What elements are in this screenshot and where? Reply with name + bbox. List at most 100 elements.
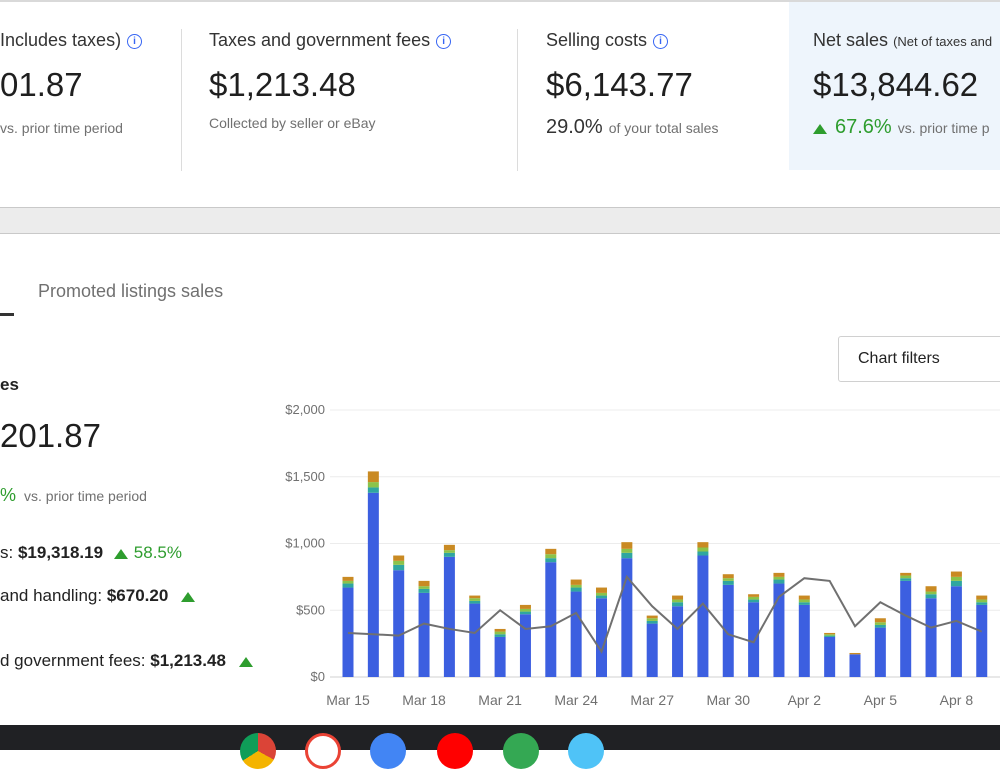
info-icon[interactable]: i (127, 33, 143, 49)
summary-cards: Includes taxes) i 01.87 vs. prior time pe… (0, 2, 1000, 207)
bar-segment (545, 562, 557, 677)
panel-amount: 201.87 (0, 417, 101, 454)
active-tab-indicator (0, 313, 14, 316)
bar-segment (519, 611, 531, 615)
bar-segment (824, 636, 836, 677)
bar-segment (469, 595, 481, 599)
bar-segment (519, 614, 531, 677)
bar-segment (773, 579, 785, 584)
card-sub: 29.0% of your total sales (546, 116, 718, 139)
bar-segment (443, 552, 455, 557)
bar-segment (672, 595, 684, 600)
bar-segment (748, 596, 760, 600)
bar-segment (342, 587, 354, 677)
bar-segment (393, 570, 405, 677)
bar-segment (773, 583, 785, 677)
bar-segment (950, 576, 962, 581)
bar-segment (393, 564, 405, 571)
app-icon[interactable] (568, 733, 604, 769)
card-divider (517, 29, 518, 171)
bar-segment (443, 556, 455, 677)
card-title-text: Taxes and government fees (209, 30, 431, 50)
info-icon[interactable]: i (653, 33, 669, 49)
x-tick-label: Mar 21 (478, 692, 522, 708)
card-amount: 01.87 (0, 66, 83, 103)
card-sub-value: 29.0% (546, 116, 603, 138)
bar-segment (824, 632, 836, 635)
tab-promoted-listings[interactable]: Promoted listings sales (38, 281, 224, 301)
metric-change: 58.5% (133, 543, 182, 562)
card-net-sales[interactable]: Net sales (Net of taxes and $13,844.62 6… (789, 2, 1000, 170)
chart-filters-button[interactable]: Chart filters (838, 336, 1000, 382)
x-tick-label: Apr 2 (788, 692, 822, 708)
bar-segment (367, 492, 379, 677)
bar-segment (697, 555, 709, 677)
bar-segment (545, 548, 557, 555)
bar-segment (925, 598, 937, 677)
chrome-icon[interactable] (240, 733, 276, 769)
play-store-icon[interactable] (503, 733, 539, 769)
bar-segment (900, 580, 912, 677)
bar-segment (950, 580, 962, 587)
youtube-icon[interactable] (437, 733, 473, 769)
section-separator (0, 207, 1000, 234)
card-sub: vs. prior time period (0, 120, 123, 136)
bar-segment (469, 598, 481, 601)
bar-segment (722, 584, 734, 677)
metric-item-shipping: and handling: $670.20 (0, 586, 203, 606)
bar-segment (621, 542, 633, 549)
x-tick-label: Mar 24 (554, 692, 598, 708)
bar-segment (393, 555, 405, 561)
bar-segment (469, 603, 481, 677)
bar-segment (748, 599, 760, 603)
bar-segment (824, 634, 836, 636)
metric-item-sales: s: $19,318.19 58.5% (0, 543, 182, 563)
bar-segment (798, 595, 810, 600)
metric-value: $1,213.48 (150, 651, 226, 670)
trend-up-icon (238, 656, 253, 667)
bar-segment (697, 547, 709, 552)
x-tick-label: Mar 15 (326, 692, 370, 708)
card-title-text: Net sales (813, 30, 889, 50)
bar-segment (342, 583, 354, 588)
bar-segment (596, 592, 607, 596)
bar-segment (874, 627, 886, 677)
bar-segment (976, 599, 988, 603)
docs-icon[interactable] (370, 733, 406, 769)
bar-segment (494, 631, 506, 635)
metric-label: s: (0, 543, 14, 562)
sales-panel: Promoted listings sales es 201.87 % vs. p… (0, 233, 1000, 725)
bar-segment (722, 574, 734, 579)
bar-segment (418, 586, 430, 589)
bar-segment (798, 599, 810, 603)
taskbar (0, 725, 1000, 769)
card-title: Selling costs i (546, 30, 669, 51)
card-selling-costs: Selling costs i $6,143.77 29.0% of your to… (546, 2, 786, 170)
bar-segment (900, 578, 912, 581)
bar-segment (621, 548, 633, 553)
bar-segment (722, 578, 734, 581)
bar-segment (950, 571, 962, 577)
bar-segment (849, 654, 861, 677)
gmail-icon[interactable] (305, 733, 341, 769)
bar-segment (646, 618, 658, 621)
x-tick-label: Mar 27 (630, 692, 674, 708)
card-amount: $1,213.48 (209, 66, 356, 103)
x-tick-label: Mar 30 (706, 692, 750, 708)
bar-segment (367, 471, 379, 483)
bar-segment (646, 623, 658, 677)
card-title: Includes taxes) i (0, 30, 143, 51)
card-sub: 67.6% vs. prior time p (813, 116, 990, 139)
card-divider (181, 29, 182, 171)
bar-segment (773, 572, 785, 577)
y-tick-label: $1,500 (285, 469, 325, 484)
trend-line (347, 574, 983, 654)
metric-label: d government fees: (0, 651, 146, 670)
card-sub-value: 67.6% (835, 116, 892, 138)
info-icon[interactable]: i (436, 33, 452, 49)
bar-segment (697, 542, 709, 548)
card-sub-text: of your total sales (608, 120, 719, 136)
bar-segment (570, 579, 582, 585)
bar-segment (418, 580, 430, 587)
